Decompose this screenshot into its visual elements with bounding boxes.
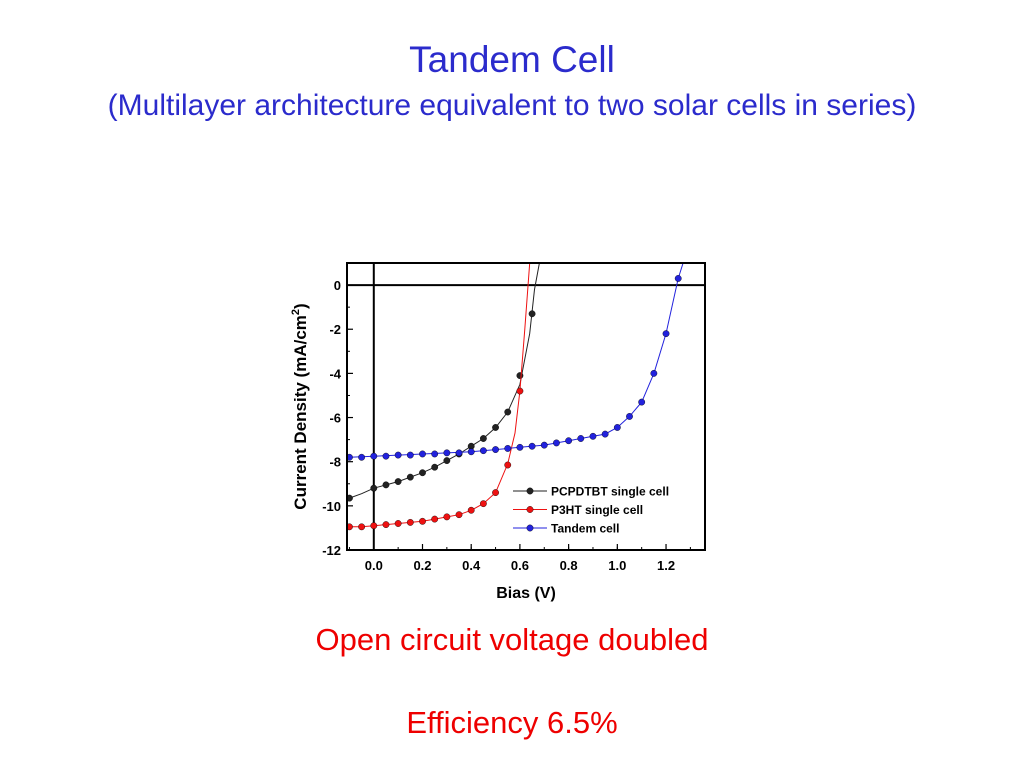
x-tick-label: 0.4: [462, 558, 481, 573]
series-marker-2: [674, 275, 682, 282]
series-marker-1: [358, 523, 366, 531]
x-tick-label: 1.2: [657, 558, 675, 573]
y-tick-label: -6: [329, 411, 341, 426]
plot-frame: [346, 262, 706, 551]
series-marker-1: [431, 515, 439, 523]
legend-marker: [526, 506, 534, 513]
series-marker-2: [565, 437, 573, 445]
series-marker-1: [443, 513, 451, 521]
series-marker-0: [382, 481, 390, 489]
series-marker-2: [504, 445, 512, 452]
x-tick-label: 0.2: [413, 558, 431, 573]
series-marker-2: [540, 441, 548, 449]
series-marker-2: [662, 330, 670, 338]
efficiency-note: Efficiency 6.5%: [406, 705, 618, 740]
x-tick-label: 0.6: [511, 558, 529, 573]
series-marker-2: [443, 449, 451, 457]
series-marker-2: [553, 439, 560, 447]
legend-marker: [526, 524, 534, 532]
slide-subtitle: (Multilayer architecture equivalent to t…: [107, 89, 917, 122]
series-marker-2: [650, 369, 658, 377]
series-marker-2: [419, 450, 426, 458]
series-marker-2: [347, 453, 353, 461]
series-marker-1: [455, 511, 463, 519]
series-marker-0: [370, 484, 378, 492]
series-marker-2: [528, 442, 536, 450]
series-marker-2: [516, 443, 524, 451]
series-marker-2: [382, 452, 390, 460]
y-tick-label: -2: [329, 322, 341, 337]
plot-area: [347, 263, 684, 531]
series-marker-2: [626, 413, 633, 420]
x-tick-label: 1.0: [608, 558, 626, 573]
series-marker-0: [443, 457, 451, 464]
y-tick-label: -8: [329, 455, 341, 470]
series-marker-1: [370, 522, 378, 530]
y-tick-label: -4: [329, 366, 341, 381]
series-marker-0: [419, 469, 426, 477]
legend-marker: [526, 487, 534, 495]
voltage-note: Open circuit voltage doubled: [315, 622, 709, 657]
y-tick-label: 0: [334, 278, 341, 293]
series-marker-2: [577, 435, 585, 442]
series-marker-1: [479, 500, 487, 508]
series-marker-2: [370, 452, 378, 460]
series-marker-1: [467, 506, 475, 514]
series-marker-1: [382, 521, 390, 529]
legend-label: PCPDTBT single cell: [551, 485, 669, 499]
series-marker-2: [467, 448, 475, 456]
series-marker-1: [419, 517, 426, 525]
y-axis-label: Current Density (mA/cm2): [290, 303, 310, 509]
series-marker-2: [431, 450, 439, 458]
y-tick-label: -10: [322, 499, 341, 514]
series-marker-1: [504, 461, 512, 469]
slide-title: Tandem Cell: [409, 39, 615, 80]
series-marker-1: [394, 520, 402, 527]
series-marker-0: [479, 435, 487, 442]
series-marker-0: [492, 424, 499, 431]
series-marker-1: [516, 387, 524, 395]
series-marker-2: [638, 398, 646, 406]
series-marker-0: [406, 473, 414, 481]
series-marker-1: [492, 489, 499, 496]
x-tick-label: 0.0: [365, 558, 383, 573]
series-marker-2: [601, 430, 609, 438]
legend-label: Tandem cell: [551, 522, 619, 536]
series-marker-2: [406, 451, 414, 459]
series-marker-0: [431, 463, 439, 471]
series-marker-2: [394, 451, 402, 459]
series-marker-0: [394, 478, 402, 485]
series-marker-0: [516, 372, 524, 379]
y-tick-label: -12: [322, 543, 341, 558]
series-marker-1: [406, 519, 414, 526]
legend-label: P3HT single cell: [551, 503, 643, 517]
series-marker-2: [613, 424, 621, 431]
series-marker-0: [504, 408, 512, 416]
series-marker-2: [492, 446, 499, 453]
x-tick-label: 0.8: [560, 558, 578, 573]
series-marker-1: [347, 523, 353, 531]
series-marker-2: [589, 432, 597, 440]
series-marker-0: [347, 494, 353, 502]
series-marker-2: [455, 449, 463, 457]
series-marker-0: [528, 310, 536, 318]
series-line-2: [349, 263, 684, 458]
series-marker-2: [358, 453, 366, 461]
series-marker-2: [479, 447, 487, 455]
x-axis-label: Bias (V): [496, 585, 556, 602]
